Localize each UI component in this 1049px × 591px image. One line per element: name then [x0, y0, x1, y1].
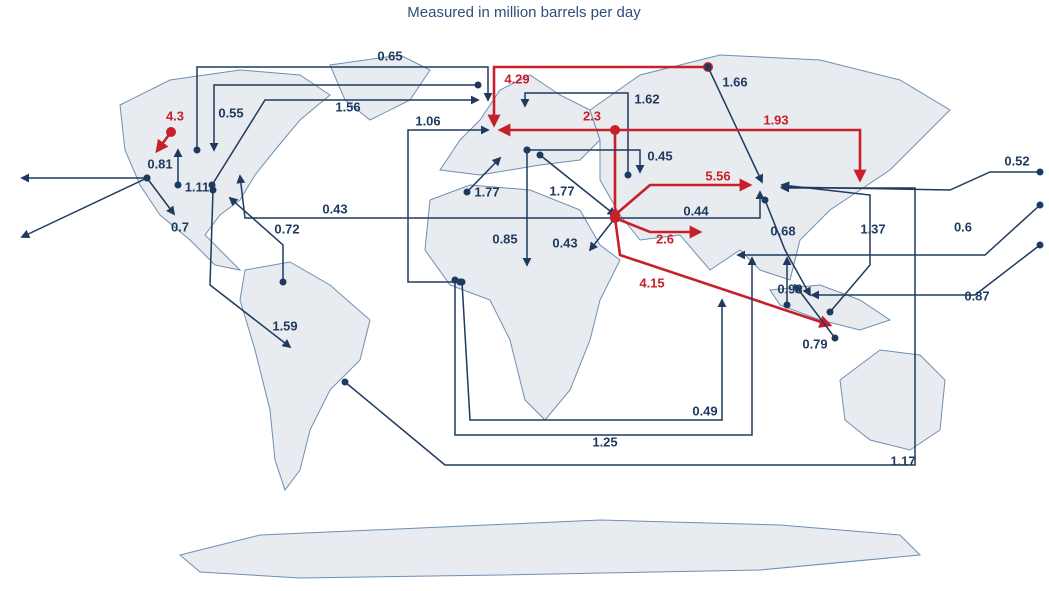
flow-origin — [704, 63, 712, 71]
flow-line — [209, 189, 292, 349]
flow-origin — [174, 181, 182, 189]
flow-label: 1.25 — [592, 434, 617, 449]
flow-line — [614, 178, 753, 216]
flow-line — [793, 283, 836, 339]
flow-line — [20, 177, 148, 238]
flow-line — [146, 177, 176, 216]
flow-origin — [341, 378, 349, 386]
flow-origin — [523, 146, 531, 154]
flow-origin — [536, 151, 544, 159]
flow-line — [236, 174, 615, 219]
flow-label: 0.6 — [954, 219, 972, 234]
flow-label: 1.77 — [549, 183, 574, 198]
flow-line — [780, 181, 871, 313]
flow-origin — [1036, 201, 1044, 209]
flow-label: 1.37 — [860, 221, 885, 236]
flow-label: 1.56 — [335, 99, 360, 114]
flow-label: 0.79 — [802, 336, 827, 351]
flow-label: 1.59 — [272, 318, 297, 333]
flow-line — [615, 190, 765, 219]
flows: 0.65 4.29 1.66 0.55 1.56 1.62 1.06 2.3 1.93 4.3 0.… — [20, 48, 1044, 468]
flow-label: 0.68 — [770, 223, 795, 238]
flow-line — [764, 199, 811, 297]
flow-origin — [831, 334, 839, 342]
flow-label: 4.3 — [166, 108, 184, 123]
flow-line — [539, 154, 617, 217]
flow-label: 1.77 — [474, 184, 499, 199]
flow-label: 1.17 — [890, 453, 915, 468]
flow-origin — [624, 171, 632, 179]
flow-origin — [463, 188, 471, 196]
flow-label: 1.06 — [415, 113, 440, 128]
flow-line — [736, 204, 1041, 260]
flow-label: 0.43 — [322, 201, 347, 216]
flow-label: 0.43 — [552, 235, 577, 250]
flow-label: 1.93 — [763, 112, 788, 127]
flow-line — [407, 125, 490, 283]
flow-line — [707, 66, 764, 184]
flow-label: 0.52 — [1004, 153, 1029, 168]
flow-line — [614, 216, 703, 239]
flow-origin — [458, 278, 466, 286]
flow-origin — [209, 186, 217, 194]
flow-line — [196, 66, 493, 150]
flow-label: 0.65 — [377, 48, 402, 63]
flow-line — [588, 217, 616, 252]
flow-origin — [451, 276, 459, 284]
flow-origin — [166, 127, 176, 137]
subtitle: Measured in million barrels per day — [407, 4, 641, 21]
flow-origin — [761, 196, 769, 204]
flow-label: 2.6 — [656, 231, 674, 246]
flow-line — [520, 92, 629, 175]
flow-origin — [826, 308, 834, 316]
flow-label: 0.7 — [171, 219, 189, 234]
flow-label: 0.44 — [683, 203, 709, 218]
flow-label: 0.81 — [147, 156, 172, 171]
flow-label: 4.15 — [639, 275, 664, 290]
flow-origin — [1036, 168, 1044, 176]
flow-origin — [279, 278, 287, 286]
flow-label: 4.29 — [504, 71, 529, 86]
flow-origin — [143, 174, 151, 182]
flow-origin — [610, 125, 620, 135]
flow-label: 5.56 — [705, 168, 730, 183]
flow-line — [211, 95, 480, 186]
flow-origin — [610, 213, 620, 223]
flow-origin — [193, 146, 201, 154]
flow-line — [527, 149, 645, 174]
flow-label: 0.85 — [492, 231, 517, 246]
flow-origin — [1036, 241, 1044, 249]
flow-line — [461, 281, 727, 421]
flow-label: 0.55 — [218, 105, 243, 120]
flow-line — [228, 196, 284, 282]
flow-label: 0.45 — [647, 148, 672, 163]
flow-line — [613, 217, 833, 328]
flow-label: 1.62 — [634, 91, 659, 106]
flow-label: 1.66 — [722, 74, 747, 89]
flow-line — [487, 65, 708, 128]
landmass — [119, 54, 951, 579]
flow-label: 1.11 — [185, 179, 210, 194]
flow-label: 0.72 — [274, 221, 299, 236]
flow-line — [209, 84, 478, 152]
flow-line — [810, 244, 1041, 300]
flow-line — [615, 128, 867, 183]
flow-label: 0.49 — [692, 403, 717, 418]
flow-line — [344, 183, 916, 466]
flow-line — [454, 256, 757, 436]
flow-origin — [474, 81, 482, 89]
flow-line — [466, 156, 502, 193]
flow-origin — [783, 301, 791, 309]
flow-label: 2.3 — [583, 108, 601, 123]
flow-label: 0.87 — [964, 288, 989, 303]
